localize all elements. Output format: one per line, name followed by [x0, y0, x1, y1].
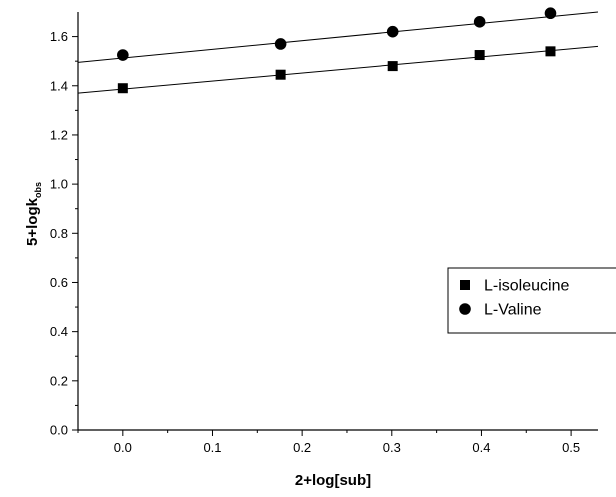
- data-point-l-isoleucine: [275, 69, 286, 80]
- y-axis-title: 5+logkobs: [24, 182, 43, 246]
- data-point-l-valine: [544, 7, 557, 20]
- data-point-l-isoleucine: [474, 50, 485, 61]
- fit-lines: [77, 11, 599, 94]
- data-point-l-valine: [274, 38, 287, 50]
- x-tick-label: 0.4: [472, 440, 490, 455]
- legend-box: [447, 267, 616, 334]
- y-tick-label: 0.4: [50, 324, 68, 339]
- legend-marker-l-isoleucine: [460, 280, 470, 290]
- axes: 0.0 0.2 0.4 0.6 0.8 1.0 1.2 1.4 1.6 0.0 0.1 0.2 0.3 0…: [50, 12, 598, 455]
- x-tick-label: 0.2: [293, 440, 311, 455]
- y-tick-label: 0.0: [50, 423, 68, 438]
- data-point-l-isoleucine: [117, 83, 128, 94]
- y-tick-label: 0.2: [50, 373, 68, 388]
- data-markers: [117, 7, 557, 94]
- y-tick-label: 0.6: [50, 275, 68, 290]
- x-tick-label: 0.0: [114, 440, 132, 455]
- legend: L-isoleucine L-Valine: [447, 267, 616, 334]
- x-tick-label: 0.5: [562, 440, 580, 455]
- data-point-l-isoleucine: [387, 61, 398, 72]
- y-axis-title-subscript: obs: [33, 182, 43, 198]
- legend-label-l-valine: L-Valine: [484, 302, 542, 319]
- x-tick-label: 0.1: [203, 440, 221, 455]
- data-point-l-valine: [473, 16, 486, 28]
- data-point-l-valine: [386, 25, 399, 38]
- x-tick-label: 0.3: [383, 440, 401, 455]
- y-tick-label: 1.6: [50, 29, 68, 44]
- fit-line-l-isoleucine: [77, 45, 599, 94]
- y-tick-label: 0.8: [50, 226, 68, 241]
- legend-marker-l-valine: [459, 303, 471, 315]
- y-axis-title-main: 5+logk: [24, 197, 41, 246]
- data-point-l-isoleucine: [545, 46, 556, 57]
- fit-line-l-valine: [77, 11, 599, 63]
- legend-label-l-isoleucine: L-isoleucine: [484, 278, 569, 295]
- y-tick-label: 1.4: [50, 78, 68, 93]
- legend-items: L-isoleucine L-Valine: [459, 278, 569, 319]
- y-tick-label: 1.0: [50, 177, 68, 192]
- y-tick-label: 1.2: [50, 127, 68, 142]
- data-point-l-valine: [117, 49, 129, 61]
- x-axis-title: 2+log[sub]: [295, 472, 371, 489]
